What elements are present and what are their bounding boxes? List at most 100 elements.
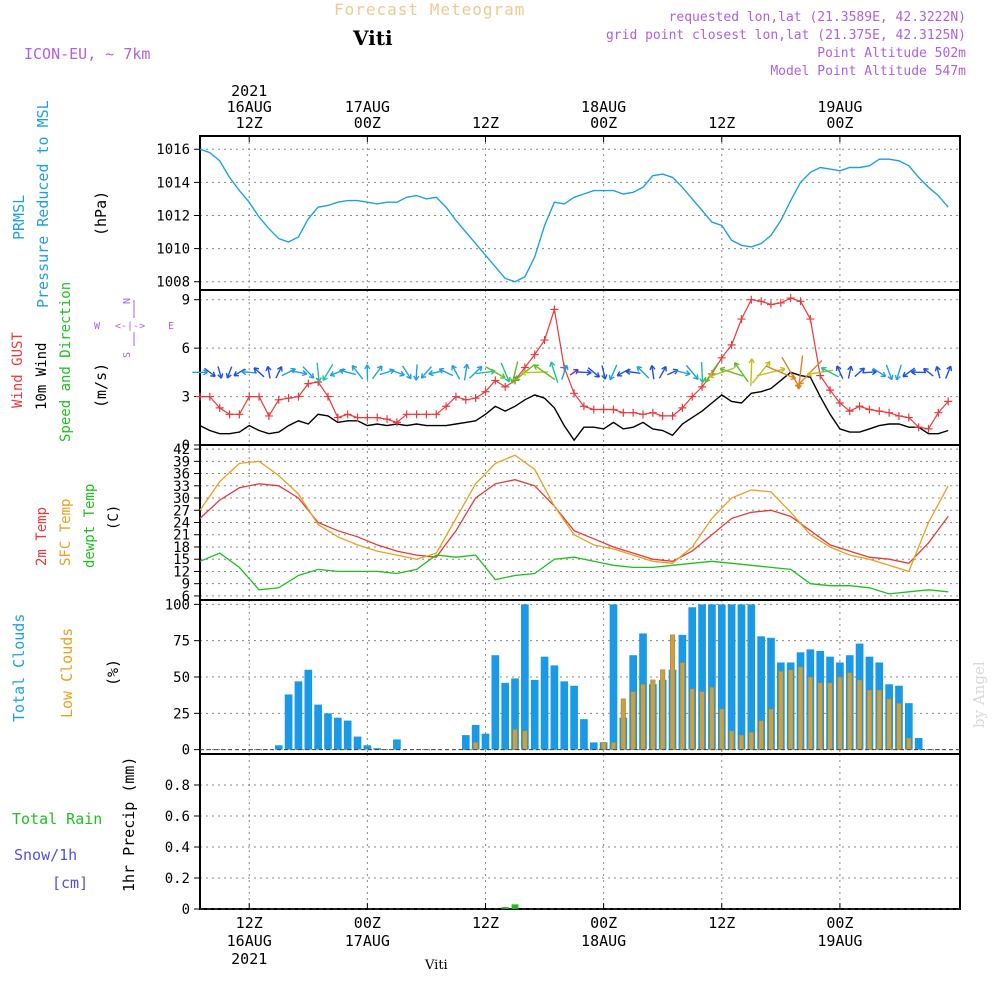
wind-direction-arrow	[704, 362, 720, 383]
low-cloud-bar	[906, 737, 912, 750]
top-time-label: 00Z	[590, 114, 617, 132]
svg-text:E: E	[168, 321, 174, 332]
wind-direction-arrow	[651, 365, 655, 380]
wind-direction-arrow	[751, 361, 771, 384]
gust-marker	[461, 395, 470, 404]
y-tick-label: 0	[182, 438, 190, 454]
total-cloud-bar	[501, 682, 510, 750]
gust-marker	[629, 408, 638, 417]
wind-direction-arrow	[765, 365, 796, 380]
gust-marker	[924, 424, 933, 433]
wind-direction-arrow	[561, 364, 568, 380]
wind-direction-arrow	[469, 365, 483, 379]
total-cloud-bar	[747, 604, 756, 750]
wind-direction-arrow	[821, 367, 839, 378]
gust-marker	[353, 413, 362, 422]
wind-arrow-head	[217, 373, 224, 379]
wind-arrow-head	[795, 384, 803, 390]
gust-marker	[845, 407, 854, 416]
wind-arrow-head	[500, 373, 506, 379]
wind-direction-arrow	[885, 364, 893, 381]
y-tick-label: 75	[173, 634, 190, 650]
wind-direction-arrow	[438, 368, 454, 377]
total-cloud-bar	[580, 719, 588, 750]
wind-direction-arrow	[862, 371, 877, 374]
wind-direction-arrow	[226, 366, 233, 379]
gust-marker	[274, 395, 283, 404]
model-point-altitude: Model Point Altitude 547m	[770, 64, 966, 79]
wind-arrow-head	[649, 364, 656, 371]
bottom-time-label: 00Z	[590, 914, 617, 932]
wind-arrow-head	[847, 365, 854, 372]
total-cloud-bar	[737, 604, 746, 750]
total-cloud-bar	[491, 655, 500, 750]
low-cloud-bar	[512, 729, 518, 750]
wind-direction-arrow	[836, 365, 844, 379]
y-tick-label: 0.4	[165, 840, 190, 856]
y-tick-label: 0	[182, 902, 190, 918]
y-tick-label: 100	[165, 597, 190, 613]
total-cloud-bar	[727, 604, 736, 750]
wind-direction-arrow	[485, 366, 506, 379]
total-cloud-bar	[471, 724, 480, 750]
wind-arrow-head	[693, 374, 699, 380]
wind-arrow-head	[946, 365, 953, 372]
wind-direction-arrow	[854, 367, 865, 378]
bottom-time-label: 00Z	[826, 914, 853, 932]
y-tick-label: 0.8	[165, 778, 190, 794]
bottom-time-label: 2021	[231, 950, 267, 968]
low-cloud-bar	[876, 689, 882, 750]
model-name: ICON-EU, ~ 7km	[24, 45, 151, 63]
bottom-time-label: 18AUG	[581, 932, 626, 950]
y-tick-label: 1008	[156, 275, 190, 291]
gust-marker	[658, 411, 667, 420]
gust-marker	[402, 410, 411, 419]
total-cloud-bar	[511, 678, 519, 750]
total-cloud-bar	[324, 713, 332, 750]
total-cloud-bar	[767, 637, 775, 750]
top-time-label: 18AUG	[581, 98, 626, 116]
wind-arrow-head	[364, 364, 371, 370]
temp-dewpt-line	[199, 552, 949, 595]
gust-marker	[284, 394, 293, 403]
wind-direction-arrow	[389, 368, 405, 376]
low-cloud-bar	[709, 686, 715, 750]
gust-marker	[609, 405, 618, 414]
total-cloud-bar	[481, 733, 490, 750]
low-cloud-bar	[620, 698, 626, 750]
wind-direction-arrow	[750, 358, 753, 386]
wind-direction-arrow	[329, 368, 346, 377]
wind-direction-arrow	[267, 366, 271, 379]
total-cloud-bar	[530, 679, 539, 750]
gust-marker	[688, 392, 697, 401]
footer-station: Viti	[425, 958, 448, 973]
bottom-time-label: 00Z	[354, 914, 381, 932]
wind-arrow-head	[880, 371, 887, 378]
gust-marker	[481, 387, 490, 396]
wind-arrow-head	[351, 364, 358, 371]
gust-marker	[727, 340, 736, 349]
low-cloud-bar	[768, 708, 774, 750]
wind-direction-arrow	[902, 367, 916, 378]
y-tick-label: 6	[182, 589, 190, 605]
wind-arrow-head	[608, 374, 615, 381]
total-cloud-bar	[708, 604, 716, 750]
gust-marker	[333, 413, 342, 422]
low-cloud-bar	[689, 688, 695, 750]
gust-marker	[668, 411, 677, 420]
gust-marker	[432, 410, 441, 419]
gust-marker	[412, 410, 421, 419]
y-tick-label: 39	[173, 454, 190, 470]
rain-bar	[501, 907, 509, 909]
gust-marker	[422, 410, 431, 419]
wind-arrow-head	[438, 367, 445, 374]
low-cloud-bar	[778, 670, 784, 750]
wind-arrow-head	[276, 366, 283, 372]
total-cloud-bar	[540, 656, 549, 750]
gust-marker	[875, 407, 884, 416]
wind-direction-arrow	[847, 365, 852, 379]
gust-marker	[225, 410, 234, 419]
wind-arrow-head	[910, 369, 917, 376]
bottom-time-label: 19AUG	[817, 932, 862, 950]
wind-arrow-head	[420, 373, 427, 379]
